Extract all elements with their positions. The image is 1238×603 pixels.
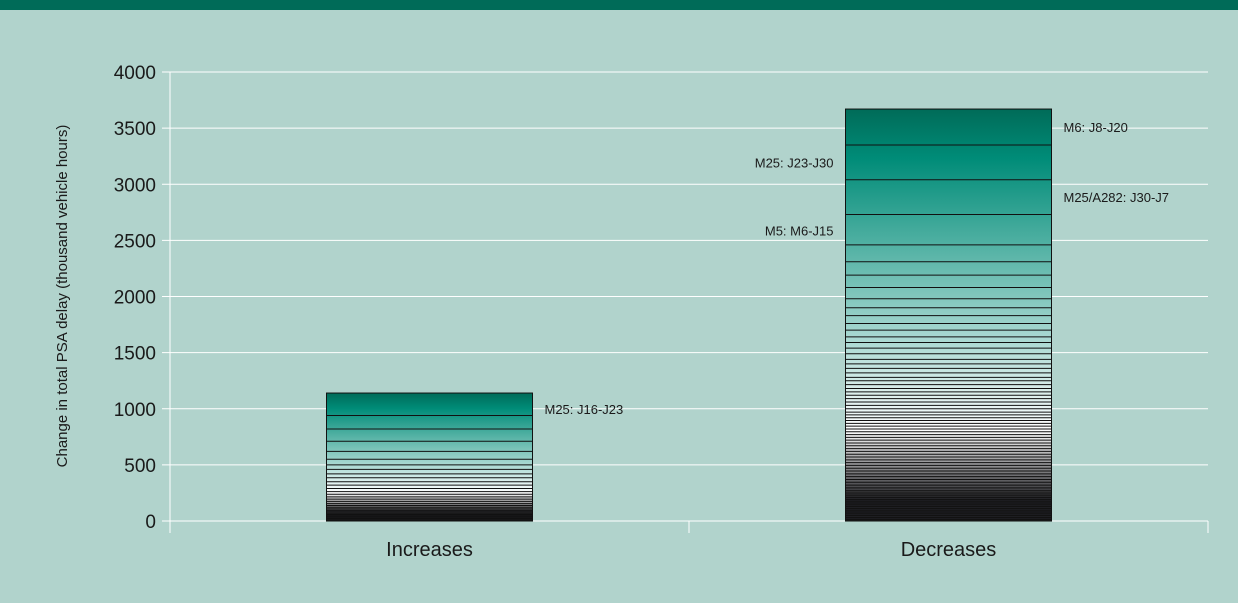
y-tick-label: 500 bbox=[124, 456, 156, 477]
x-category-label: Decreases bbox=[901, 539, 997, 561]
gridlines bbox=[170, 71, 1208, 466]
y-tick-label: 1000 bbox=[114, 400, 156, 421]
bar-body bbox=[326, 392, 533, 522]
y-tick-label: 3500 bbox=[114, 119, 156, 140]
bar-body bbox=[845, 108, 1052, 522]
segment-annotation: M25: J16-J23 bbox=[545, 402, 624, 417]
y-axis-title: Change in total PSA delay (thousand vehi… bbox=[54, 125, 71, 468]
y-tick-label: 0 bbox=[145, 512, 156, 533]
y-tick-label: 1500 bbox=[114, 344, 156, 365]
segment-annotation: M6: J8-J20 bbox=[1064, 120, 1128, 135]
bars bbox=[326, 108, 1052, 522]
labels: 0 500 1000 1500 2000 2500 3000 3500 4000 Increase… bbox=[114, 63, 1169, 561]
x-category-label: Increases bbox=[386, 539, 473, 561]
header-band bbox=[0, 0, 1238, 10]
bar-decreases bbox=[845, 108, 1052, 522]
y-tick-label: 2000 bbox=[114, 288, 156, 309]
y-tick-label: 3000 bbox=[114, 175, 156, 196]
bar-increases bbox=[326, 392, 533, 522]
y-tick-label: 2500 bbox=[114, 231, 156, 252]
segment-annotation: M5: M6-J15 bbox=[765, 223, 834, 238]
segment-annotation: M25/A282: J30-J7 bbox=[1064, 190, 1170, 205]
segment-annotation: M25: J23-J30 bbox=[755, 155, 834, 170]
y-tick-label: 4000 bbox=[114, 63, 156, 84]
